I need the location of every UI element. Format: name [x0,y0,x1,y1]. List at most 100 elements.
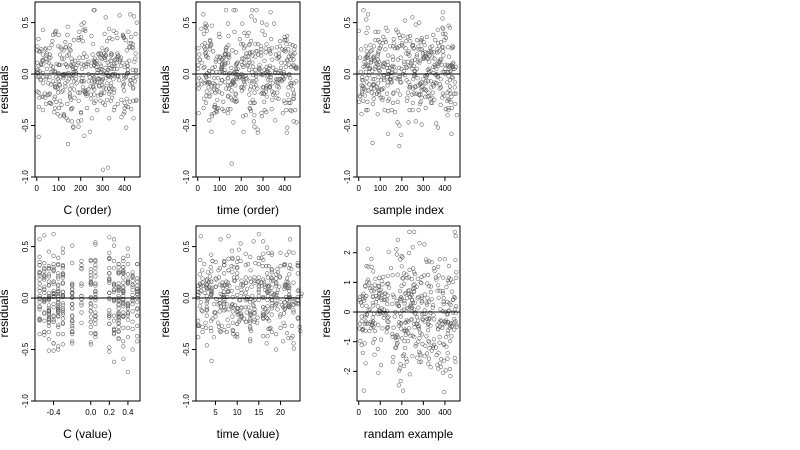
data-point [404,359,409,364]
data-point [364,63,370,68]
data-point [359,300,364,305]
data-point [411,286,416,292]
data-point [266,326,271,332]
data-point [89,33,94,39]
data-point [116,324,121,330]
data-point [375,112,380,117]
data-point [235,309,240,314]
data-point [431,70,436,76]
data-point [46,312,52,317]
data-point [204,301,209,306]
data-point [252,275,257,280]
data-point [286,97,291,102]
data-point [263,306,268,311]
y-tick-label: 0.5 [182,240,191,252]
data-point [37,270,42,275]
data-point [269,276,274,281]
data-point [397,368,402,373]
data-point [95,70,100,76]
data-point [111,326,117,332]
data-point [135,288,140,294]
data-point [449,46,454,51]
data-point [222,62,227,67]
data-point [215,76,221,81]
data-point [40,70,46,76]
data-point [288,100,293,105]
data-point [422,292,428,297]
data-point [56,283,61,288]
data-point [394,45,400,50]
data-point [408,38,413,44]
data-point [395,302,400,307]
data-point [261,305,266,310]
data-point [265,316,270,321]
data-point [426,90,431,95]
data-point [102,55,107,60]
data-point [402,298,407,304]
data-point [225,282,230,287]
data-point [243,280,248,285]
data-point [121,265,126,270]
data-point [229,288,234,294]
plot-frame [34,1,141,178]
data-point [42,287,47,292]
data-point [116,321,121,326]
data-point [69,106,74,112]
data-point [399,264,404,269]
data-point [88,84,93,89]
y-tick-label: 2 [343,250,352,255]
data-point [269,329,274,335]
data-point [261,239,266,244]
data-point [239,287,244,292]
data-point [385,28,390,33]
data-point [265,283,270,288]
data-point [281,311,287,316]
data-point [287,303,292,308]
data-point [434,345,439,350]
data-point [262,32,267,38]
data-point [43,95,48,100]
data-point [382,78,387,83]
data-point [121,339,126,344]
data-point [243,263,248,268]
data-point [121,255,126,261]
data-point [230,328,235,334]
data-point [371,44,377,49]
data-point [284,130,290,135]
data-point [365,25,370,30]
data-point [69,83,74,88]
data-point [42,266,47,271]
data-point [122,64,127,69]
data-point [248,87,253,92]
data-point [88,342,93,347]
data-point [62,114,67,119]
data-point [367,328,372,334]
data-point [204,308,209,313]
data-point [207,93,212,98]
data-point [109,95,115,100]
data-point [73,65,78,70]
data-point [92,59,97,64]
data-point [200,309,205,314]
data-point [365,12,371,17]
data-point [246,305,251,310]
data-point [440,16,445,21]
data-point [390,64,395,69]
data-point [225,111,230,116]
data-point [386,319,391,324]
data-point [135,291,140,297]
data-point [380,292,385,297]
data-point [290,43,295,48]
data-point [383,310,389,316]
data-point [119,97,124,102]
data-point [291,57,296,62]
data-point [267,63,273,68]
data-point [93,317,98,322]
data-point [418,92,423,97]
data-point [116,317,121,322]
data-point [125,279,130,284]
y-tick-label: -1.0 [21,394,30,408]
data-point [446,263,452,269]
data-point [451,279,456,284]
